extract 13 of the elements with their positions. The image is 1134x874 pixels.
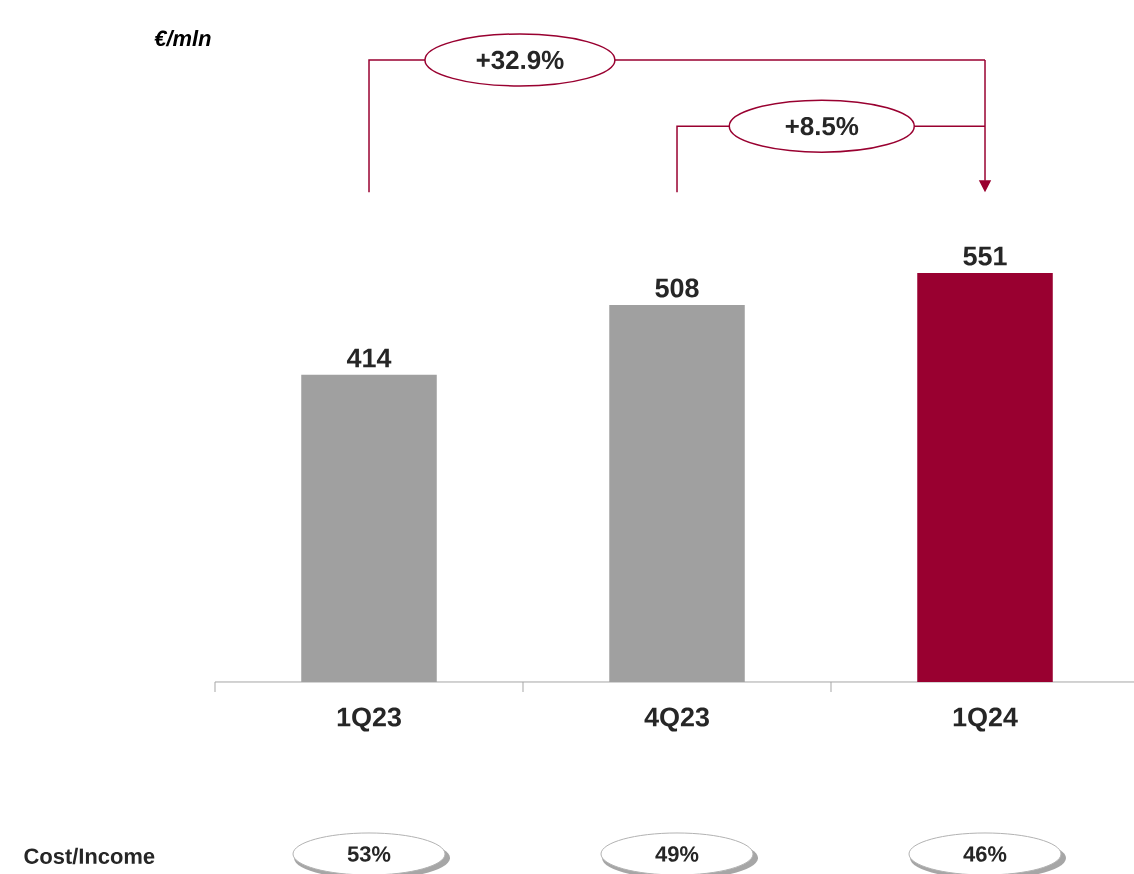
data-label: 508 — [655, 278, 699, 298]
text: 49% — [655, 846, 699, 862]
data-label: 551 — [963, 246, 1007, 266]
text: Cost/Income — [24, 847, 155, 865]
data-label: 414 — [346, 348, 392, 368]
x-tick-label: 1Q23 — [337, 707, 401, 732]
text: €/mln — [154, 30, 211, 47]
text: +32.9% — [476, 50, 564, 70]
text: 53% — [347, 846, 391, 862]
x-tick-label: 1Q24 — [953, 707, 1018, 732]
text: +8.5% — [785, 116, 859, 136]
x-tick-label: 4Q23 — [644, 707, 709, 732]
text: 46% — [963, 846, 1007, 862]
